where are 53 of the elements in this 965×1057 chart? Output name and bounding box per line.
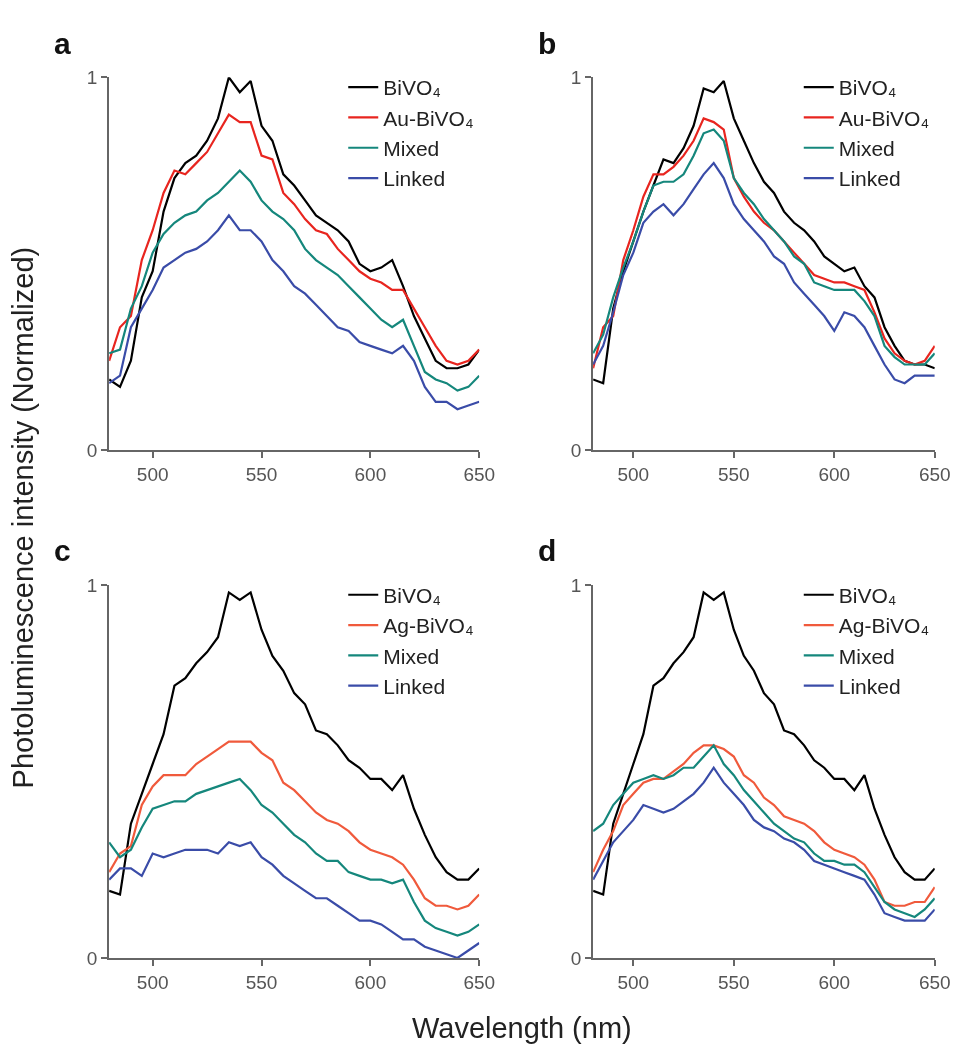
- chart-title: d: [538, 534, 557, 567]
- legend-label: Au-BiVO₄: [838, 106, 930, 130]
- y-tick-label: 0: [570, 439, 582, 461]
- x-tick-label: 650: [463, 464, 496, 486]
- legend-label: BiVO₄: [383, 583, 441, 607]
- x-tick-label: 500: [617, 971, 650, 993]
- line-series: [109, 214, 480, 411]
- line-series: [593, 162, 935, 385]
- legend-label: Ag-BiVO₄: [383, 614, 474, 638]
- legend-label: Linked: [383, 167, 446, 191]
- y-axis-title: Photoluminescence intensity (Normalized): [7, 246, 40, 789]
- y-tick-label: 0: [86, 947, 98, 969]
- chart-title: b: [538, 27, 557, 60]
- x-tick-label: 500: [136, 464, 169, 486]
- x-axis-title: Wavelength (nm): [412, 1012, 632, 1044]
- x-tick-label: 550: [245, 971, 278, 993]
- x-tick-label: 650: [463, 971, 496, 993]
- y-tick-label: 1: [570, 66, 582, 88]
- line-series: [109, 169, 480, 392]
- legend-label: Ag-BiVO₄: [838, 614, 930, 638]
- x-tick-label: 650: [918, 464, 951, 486]
- y-tick-label: 1: [86, 66, 98, 88]
- x-tick-label: 550: [245, 464, 278, 486]
- x-tick-label: 500: [617, 464, 650, 486]
- legend-label: Au-BiVO₄: [383, 106, 474, 130]
- y-tick-label: 1: [86, 574, 98, 596]
- chart-title: c: [54, 534, 71, 567]
- legend-label: Mixed: [838, 644, 895, 668]
- y-tick-label: 0: [86, 439, 98, 461]
- line-series: [109, 113, 480, 366]
- legend-label: Mixed: [383, 644, 440, 668]
- y-tick-label: 0: [570, 947, 582, 969]
- x-tick-label: 650: [918, 971, 951, 993]
- x-tick-label: 550: [717, 971, 750, 993]
- legend-label: Linked: [838, 674, 901, 698]
- x-tick-label: 550: [717, 464, 750, 486]
- y-tick-label: 1: [570, 574, 582, 596]
- legend-label: BiVO₄: [838, 76, 897, 100]
- x-tick-label: 500: [136, 971, 169, 993]
- legend-label: Linked: [838, 167, 901, 191]
- legend-label: Mixed: [838, 136, 895, 160]
- line-series: [109, 77, 480, 388]
- x-tick-label: 600: [354, 464, 387, 486]
- x-tick-label: 600: [818, 464, 851, 486]
- legend-label: BiVO₄: [838, 583, 897, 607]
- chart-title: a: [54, 27, 71, 60]
- x-tick-label: 600: [354, 971, 387, 993]
- line-series: [109, 740, 480, 911]
- x-tick-label: 600: [818, 971, 851, 993]
- legend-label: Mixed: [383, 136, 440, 160]
- legend-label: Linked: [383, 674, 446, 698]
- line-series: [109, 777, 480, 937]
- legend-label: BiVO₄: [383, 76, 441, 100]
